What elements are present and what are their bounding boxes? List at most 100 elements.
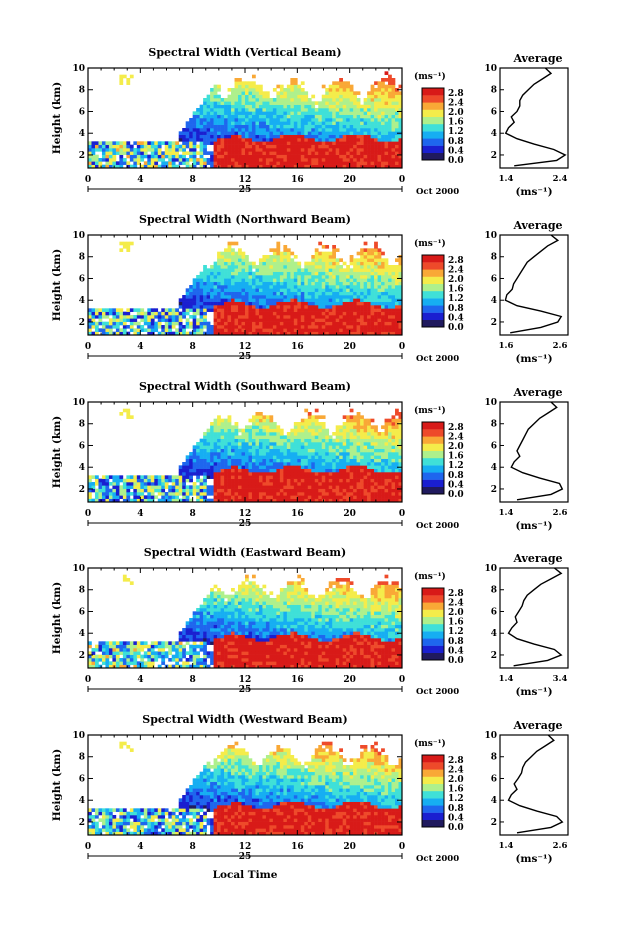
heatmap-cell bbox=[353, 265, 357, 269]
heatmap-cell bbox=[255, 455, 260, 459]
heatmap-cell bbox=[398, 258, 403, 262]
heatmap-cell bbox=[290, 315, 295, 319]
heatmap-cell bbox=[304, 325, 309, 329]
heatmap-cell bbox=[262, 442, 267, 446]
heatmap-cell bbox=[199, 328, 204, 332]
heatmap-cell bbox=[363, 432, 368, 436]
heatmap-cell bbox=[290, 101, 295, 105]
heatmap-cell bbox=[377, 81, 382, 85]
heatmap-cell bbox=[258, 485, 263, 489]
heatmap-cell bbox=[321, 258, 326, 262]
x-tick-label: 0 bbox=[399, 175, 405, 185]
heatmap-cell bbox=[203, 432, 207, 436]
heatmap-cell bbox=[325, 245, 330, 249]
heatmap-cell bbox=[227, 321, 232, 326]
heatmap-cell bbox=[353, 478, 357, 483]
heatmap-cell bbox=[283, 321, 288, 326]
heatmap-cell bbox=[335, 492, 340, 496]
heatmap-cell bbox=[325, 94, 330, 99]
heatmap-cell bbox=[325, 114, 330, 119]
heatmap-cell bbox=[377, 94, 382, 99]
heatmap-cell bbox=[346, 154, 350, 159]
heatmap-cell bbox=[210, 432, 214, 436]
heatmap-cell bbox=[192, 114, 197, 119]
heatmap-cell bbox=[108, 325, 113, 329]
heatmap-cell bbox=[265, 268, 270, 272]
heatmap-cell bbox=[297, 261, 302, 266]
heatmap-cell bbox=[388, 275, 392, 279]
heatmap-cell bbox=[286, 475, 291, 479]
heatmap-cell bbox=[311, 298, 316, 302]
heatmap-cell bbox=[115, 331, 120, 336]
heatmap-cell bbox=[311, 258, 316, 262]
heatmap-cell bbox=[395, 158, 399, 162]
heatmap-cell bbox=[290, 465, 295, 469]
heatmap-cell bbox=[395, 111, 399, 115]
heatmap-cell bbox=[164, 325, 169, 329]
heatmap-cell bbox=[307, 101, 312, 105]
heatmap-cell bbox=[182, 492, 186, 496]
heatmap-cell bbox=[353, 258, 357, 262]
heatmap-cell bbox=[353, 114, 357, 119]
heatmap-cell bbox=[311, 111, 316, 115]
heatmap-cell bbox=[126, 495, 131, 499]
heatmap-cell bbox=[395, 121, 399, 125]
heatmap-cell bbox=[314, 101, 319, 105]
heatmap-cell bbox=[279, 288, 284, 292]
heatmap-cell bbox=[265, 448, 270, 453]
heatmap-cell bbox=[196, 158, 200, 162]
heatmap-cell bbox=[210, 485, 214, 489]
heatmap-cell bbox=[147, 325, 152, 329]
heatmap-cell bbox=[217, 308, 221, 312]
heatmap-cell bbox=[286, 144, 291, 149]
heatmap-cell bbox=[381, 78, 385, 82]
heatmap-cell bbox=[353, 325, 357, 329]
heatmap-cell bbox=[332, 305, 337, 309]
heatmap-cell bbox=[360, 425, 364, 429]
heatmap-cell bbox=[370, 98, 375, 102]
heatmap-cell bbox=[349, 311, 354, 316]
heatmap-cell bbox=[227, 308, 232, 312]
heatmap-cell bbox=[328, 488, 333, 493]
heatmap-cell bbox=[126, 311, 131, 316]
heatmap-cell bbox=[286, 101, 291, 105]
heatmap-cell bbox=[356, 422, 361, 426]
heatmap-cell bbox=[374, 98, 378, 102]
heatmap-cell bbox=[314, 124, 319, 129]
heatmap-cell bbox=[332, 482, 337, 486]
heatmap-cell bbox=[129, 498, 134, 503]
heatmap-cell bbox=[161, 141, 166, 145]
heatmap-cell bbox=[203, 144, 207, 149]
heatmap-cell bbox=[185, 468, 190, 473]
heatmap-cell bbox=[304, 432, 309, 436]
heatmap-cell bbox=[262, 101, 267, 105]
heatmap-cell bbox=[265, 432, 270, 436]
heatmap-cell bbox=[213, 465, 218, 469]
heatmap-cell bbox=[192, 111, 197, 115]
heatmap-cell bbox=[293, 301, 298, 306]
heatmap-cell bbox=[269, 121, 274, 125]
heatmap-cell bbox=[300, 325, 305, 329]
heatmap-cell bbox=[262, 148, 267, 152]
heatmap-cell bbox=[367, 432, 371, 436]
heatmap-cell bbox=[367, 318, 371, 322]
heatmap-cell bbox=[210, 124, 214, 129]
heatmap-cell bbox=[147, 144, 152, 149]
heatmap-cell bbox=[241, 265, 246, 269]
heatmap-cell bbox=[370, 88, 375, 92]
heatmap-cell bbox=[297, 285, 302, 289]
heatmap-cell bbox=[384, 141, 389, 145]
heatmap-cell bbox=[238, 271, 242, 276]
heatmap-cell bbox=[297, 495, 302, 499]
heatmap-cell bbox=[304, 328, 309, 332]
heatmap-cell bbox=[276, 482, 281, 486]
heatmap-cell bbox=[231, 298, 235, 302]
heatmap-cell bbox=[255, 268, 260, 272]
heatmap-cell bbox=[356, 485, 361, 489]
heatmap-cell bbox=[328, 91, 333, 95]
heatmap-cell bbox=[307, 288, 312, 292]
heatmap-cell bbox=[283, 251, 288, 256]
heatmap-cell bbox=[248, 498, 253, 503]
heatmap-cell bbox=[276, 255, 281, 259]
heatmap-cell bbox=[133, 151, 138, 155]
